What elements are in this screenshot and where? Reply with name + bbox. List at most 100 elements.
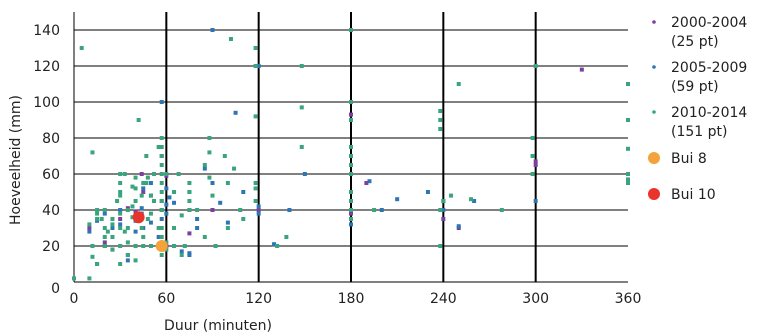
point-2000-2004-1: [102, 240, 107, 245]
point-2010-2014-14: [110, 222, 115, 227]
point-2005-2009-47: [287, 208, 292, 212]
y-tick-label-20: 20: [42, 239, 60, 255]
point-2010-2014-109: [349, 217, 353, 221]
point-2005-2009-22: [256, 64, 261, 68]
point-2010-2014-92: [253, 46, 258, 50]
point-2005-2009-30: [456, 224, 461, 229]
x-tick-label-300: 300: [522, 291, 549, 307]
point-2010-2014-144: [145, 175, 150, 180]
axes: [73, 12, 628, 283]
point-2010-2014-33: [130, 204, 135, 209]
point-2000-2004-10: [349, 112, 353, 117]
point-2010-2014-141: [90, 254, 95, 259]
point-2010-2014-81: [202, 163, 207, 167]
point-2005-2009-46: [272, 242, 277, 247]
point-2005-2009-54: [133, 229, 138, 234]
x-tick-labels: 0 60 120 180 240 300 360: [70, 291, 642, 307]
point-2005-2009-18: [210, 28, 215, 32]
point-2005-2009-58: [148, 220, 153, 225]
point-2010-2014-28: [125, 253, 130, 257]
point-2010-2014-115: [438, 118, 443, 122]
point-2005-2009-42: [195, 226, 200, 230]
point-2010-2014-79: [187, 181, 192, 185]
x-tick-label-180: 180: [338, 291, 365, 307]
point-2010-2014-45: [141, 244, 146, 248]
legend-marker-2000-2004: [652, 20, 656, 24]
point-2005-2009-51: [425, 190, 430, 194]
point-2010-2014-29: [125, 240, 130, 245]
point-2010-2014-111: [349, 199, 353, 203]
point-2010-2014-41: [139, 226, 144, 230]
point-2010-2014-87: [225, 181, 230, 185]
point-2000-2004-0: [87, 226, 92, 230]
point-2005-2009-27: [367, 179, 372, 184]
point-2010-2014-32: [130, 215, 135, 220]
point-2010-2014-49: [148, 244, 153, 248]
point-2005-2009-48: [302, 172, 307, 176]
point-2005-2009-31: [533, 199, 538, 203]
point-2005-2009-11: [159, 100, 164, 104]
point-2000-2004-15: [533, 163, 538, 167]
point-2010-2014-97: [275, 244, 280, 248]
point-2005-2009-21: [233, 110, 238, 115]
point-2010-2014-27: [122, 172, 127, 176]
point-2005-2009-20: [225, 220, 230, 225]
point-2005-2009-56: [102, 211, 107, 216]
legend-count-2000-2004: (25 pt): [671, 34, 719, 50]
point-2010-2014-68: [159, 136, 164, 140]
point-2010-2014-106: [349, 154, 353, 158]
point-2000-2004-4: [141, 190, 146, 194]
point-2000-2004-16: [579, 67, 584, 72]
point-2010-2014-39: [133, 175, 138, 180]
point-2005-2009-49: [379, 208, 384, 212]
point-2010-2014-95: [253, 199, 258, 203]
point-2010-2014-60: [159, 208, 164, 212]
point-2010-2014-98: [284, 235, 289, 239]
point-2000-2004-23: [364, 181, 369, 185]
point-2010-2014-90: [238, 208, 243, 212]
point-2010-2014-89: [232, 166, 237, 171]
point-2010-2014-74: [179, 253, 184, 257]
highlight-points: [132, 211, 168, 252]
point-2010-2014-114: [438, 109, 443, 113]
point-2010-2014-17: [115, 199, 120, 203]
point-2010-2014-120: [449, 193, 454, 198]
point-2010-2014-48: [145, 217, 150, 221]
point-2010-2014-119: [441, 199, 446, 203]
point-2005-2009-9: [148, 181, 153, 185]
point-2010-2014-133: [626, 181, 630, 185]
point-2010-2014-100: [299, 105, 304, 110]
legend-marker-bui-8: [648, 152, 660, 164]
point-2010-2014-50: [148, 211, 153, 216]
point-2005-2009-26: [349, 222, 353, 227]
point-2005-2009-45: [241, 190, 246, 194]
point-2010-2014-107: [349, 163, 353, 167]
point-2010-2014-54: [156, 226, 161, 230]
point-2005-2009-50: [395, 197, 400, 202]
point-2010-2014-138: [210, 193, 215, 198]
point-2005-2009-29: [441, 208, 446, 212]
point-2000-2004-9: [256, 208, 261, 212]
legend-label-2010-2014: 2010-2014: [671, 105, 747, 121]
x-tick-label-0: 0: [70, 291, 79, 307]
legend-label-2000-2004: 2000-2004: [671, 15, 747, 31]
point-2010-2014-8: [99, 217, 104, 221]
point-2010-2014-126: [530, 154, 535, 158]
point-2010-2014-42: [139, 193, 144, 198]
point-2010-2014-31: [125, 208, 130, 212]
point-2000-2004-14: [533, 159, 538, 164]
point-2010-2014-30: [125, 226, 130, 230]
point-2010-2014-22: [118, 193, 123, 198]
point-2010-2014-47: [144, 181, 149, 185]
point-2010-2014-21: [118, 211, 123, 216]
point-2010-2014-5: [95, 211, 100, 216]
point-2010-2014-86: [222, 154, 227, 158]
point-2010-2014-104: [349, 118, 353, 122]
point-2010-2014-43: [141, 181, 146, 185]
point-2010-2014-20: [118, 226, 123, 230]
y-tick-label-0: 0: [51, 281, 60, 297]
point-2010-2014-116: [438, 127, 443, 131]
point-2005-2009-23: [256, 204, 261, 209]
point-2000-2004-17: [139, 172, 144, 176]
